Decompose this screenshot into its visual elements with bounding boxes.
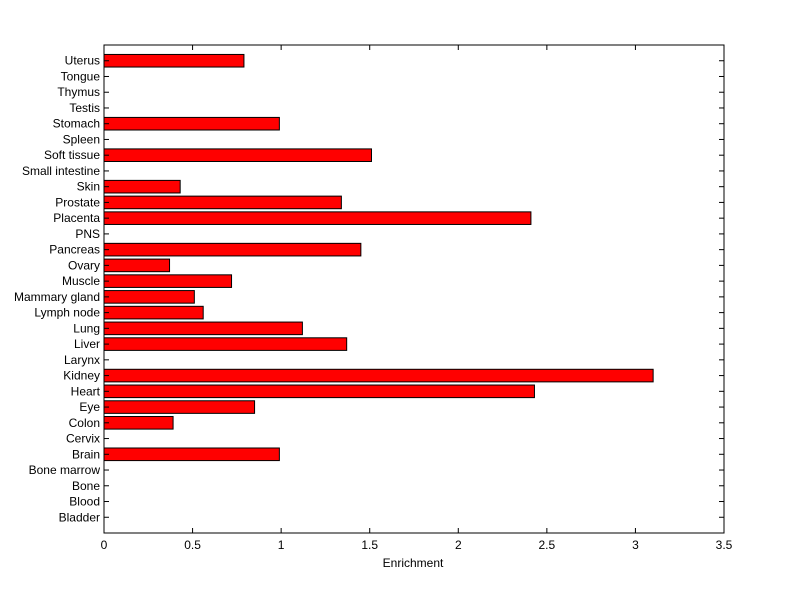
bars-group <box>103 53 654 462</box>
bar <box>103 242 362 257</box>
bar <box>103 384 535 399</box>
bar <box>103 179 181 194</box>
y-tick-label: Bone marrow <box>29 463 101 477</box>
bar <box>103 148 372 162</box>
y-tick-label: Uterus <box>65 54 100 68</box>
bar <box>103 258 171 273</box>
y-tick-label: Larynx <box>64 353 100 367</box>
y-tick-label: Cervix <box>66 432 100 446</box>
y-tick-label: Pancreas <box>49 243 100 257</box>
y-tick-label: Brain <box>72 447 100 461</box>
y-tick-label: Spleen <box>63 132 100 146</box>
y-tick-label: Lung <box>73 321 100 335</box>
y-tick-label: Mammary gland <box>14 290 100 304</box>
y-tick-label: Skin <box>77 180 100 194</box>
bar <box>103 53 245 68</box>
x-tick-label: 3.5 <box>716 538 733 552</box>
y-tick-label: Thymus <box>57 85 100 99</box>
y-tick-label: Liver <box>74 337 100 351</box>
y-tick-label: Ovary <box>68 258 100 272</box>
y-tick-label: Tongue <box>61 69 101 83</box>
x-tick-label: 0 <box>101 538 108 552</box>
x-tick-label: 2 <box>455 538 462 552</box>
x-tick-label: 1 <box>278 538 285 552</box>
y-tick-label: Blood <box>69 495 100 509</box>
y-tick-label: PNS <box>75 227 100 241</box>
y-tick-label: Lymph node <box>34 306 100 320</box>
bar <box>103 416 174 430</box>
y-tick-label: Placenta <box>53 211 100 225</box>
bar <box>103 400 256 414</box>
y-tick-label: Soft tissue <box>44 148 100 162</box>
y-tick-label: Testis <box>69 101 100 115</box>
bar <box>103 368 654 383</box>
y-tick-label: Bladder <box>59 510 100 524</box>
x-axis-label: Enrichment <box>383 556 444 570</box>
bar <box>103 274 233 288</box>
x-tick-label: 3 <box>632 538 639 552</box>
y-tick-label: Muscle <box>62 274 100 288</box>
y-tick-label: Eye <box>79 400 100 414</box>
bar <box>103 447 280 462</box>
y-tick-label: Small intestine <box>22 164 100 178</box>
x-tick-label: 1.5 <box>361 538 378 552</box>
y-tick-label: Stomach <box>53 117 100 131</box>
bar <box>103 305 204 320</box>
bar <box>103 321 303 336</box>
y-tick-label: Heart <box>71 384 101 398</box>
bar <box>103 116 280 131</box>
x-ticks-group: 0 0.5 1 1.5 2 2.5 3 3.5 <box>101 45 733 552</box>
y-tick-label: Prostate <box>55 195 100 209</box>
bar <box>103 337 348 351</box>
bar <box>103 211 532 225</box>
x-tick-label: 2.5 <box>539 538 556 552</box>
y-tick-label: Colon <box>69 416 100 430</box>
bar <box>103 195 342 210</box>
x-tick-label: 0.5 <box>184 538 201 552</box>
y-tick-label: Bone <box>72 479 100 493</box>
y-tick-label: Kidney <box>63 369 100 383</box>
bar <box>103 290 195 304</box>
